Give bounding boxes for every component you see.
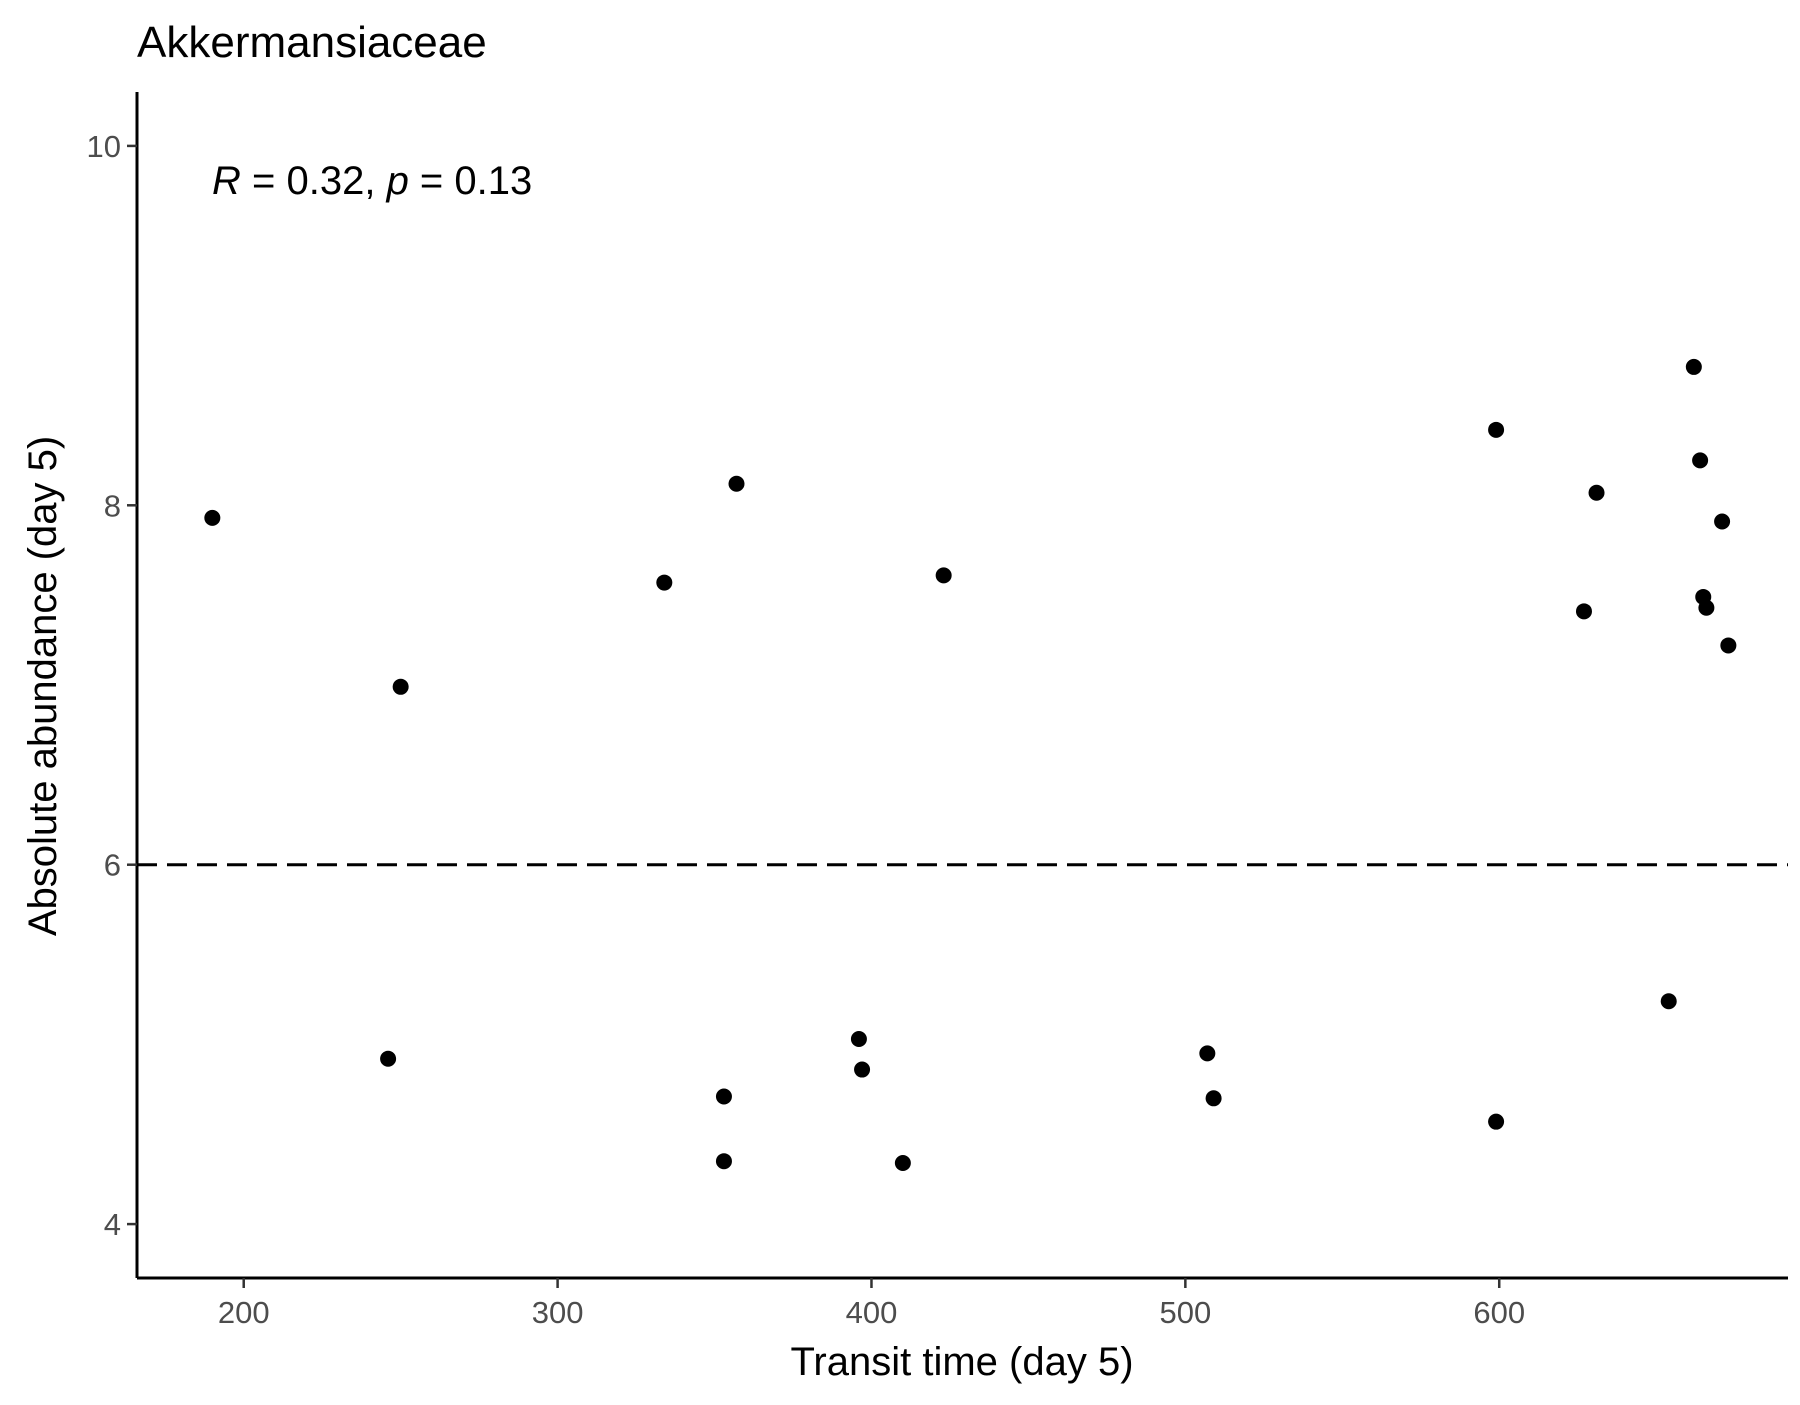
correlation-annotation: R = 0.32, p = 0.13 (212, 159, 532, 203)
data-points (204, 358, 1737, 1171)
data-point (1685, 358, 1702, 375)
x-tick-label: 300 (532, 1295, 584, 1330)
y-axis-ticks: 4 6 8 10 (87, 129, 137, 1242)
data-point (1588, 484, 1605, 501)
x-tick-label: 200 (218, 1295, 270, 1330)
data-point (1698, 599, 1715, 616)
data-point (1714, 513, 1731, 530)
x-axis-ticks: 200 300 400 500 600 (218, 1278, 1525, 1330)
data-point (1660, 993, 1677, 1010)
data-point (1575, 603, 1592, 620)
data-point (850, 1031, 867, 1048)
y-tick-label: 10 (87, 129, 121, 164)
p-value: = 0.13 (409, 159, 532, 203)
data-point (715, 1088, 732, 1105)
x-tick-label: 400 (846, 1295, 898, 1330)
r-value: = 0.32, (241, 159, 387, 203)
axes (135, 92, 1788, 1280)
y-tick-label: 8 (104, 488, 121, 523)
x-tick-label: 600 (1473, 1295, 1525, 1330)
data-point (1720, 637, 1737, 654)
data-point (656, 574, 673, 591)
x-tick-label: 500 (1159, 1295, 1211, 1330)
data-point (1488, 421, 1505, 438)
data-point (935, 567, 952, 584)
data-point (1199, 1045, 1216, 1062)
data-point (728, 475, 745, 492)
y-axis-label: Absolute abundance (day 5) (21, 436, 65, 936)
data-point (854, 1061, 871, 1078)
data-point (204, 509, 221, 526)
data-point (1488, 1113, 1505, 1130)
data-point (380, 1050, 397, 1067)
data-point (715, 1153, 732, 1170)
data-point (1692, 452, 1709, 469)
r-symbol: R (212, 159, 241, 203)
data-point (1205, 1090, 1222, 1107)
y-tick-label: 4 (104, 1207, 121, 1242)
x-axis-label: Transit time (day 5) (790, 1340, 1133, 1384)
data-point (894, 1154, 911, 1171)
y-tick-label: 6 (104, 848, 121, 883)
p-symbol: p (386, 159, 409, 203)
data-point (392, 678, 409, 695)
chart-title: Akkermansiaceae (137, 18, 487, 67)
